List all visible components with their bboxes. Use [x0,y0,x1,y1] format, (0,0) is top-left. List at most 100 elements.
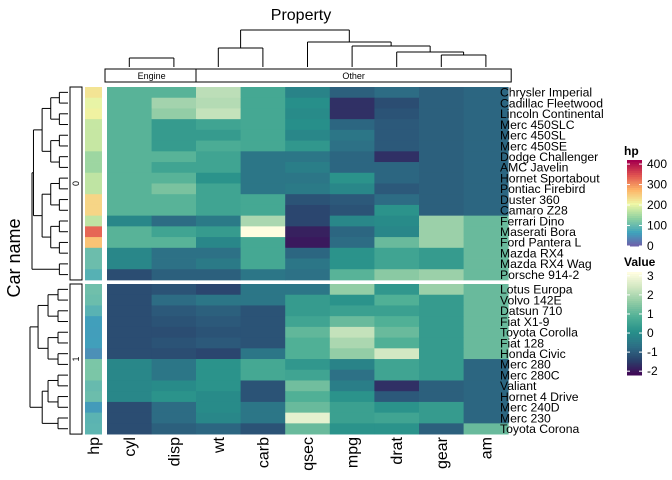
heatmap-cell [285,326,331,338]
heatmap-cell [374,326,420,338]
legend-gradient-step [627,205,642,208]
heatmap-cell [107,359,152,371]
heatmap-cell [151,423,197,435]
heatmap-cell [329,284,375,296]
heatmap-cell [329,215,375,227]
row-label: Hornet 4 Drive [500,390,579,404]
heatmap-cell [196,269,241,281]
heatmap-cell [419,380,464,392]
heatmap-cell [374,247,420,259]
hp-cell [85,326,102,338]
row-label: AMC Javelin [500,161,568,175]
heatmap-cell [240,359,286,371]
column-label: carb [255,437,272,468]
heatmap-cell [151,237,197,249]
heatmap-cell [151,401,197,414]
heatmap-cell [107,215,152,227]
heatmap-cell [463,237,509,249]
heatmap-cell [419,359,464,371]
legend-tick-label: 200 [647,198,667,212]
heatmap-cell [329,87,375,99]
legend-gradient-step [627,364,642,368]
heatmap-cell [285,97,331,109]
legend-gradient-step [627,218,642,221]
hp-cell [85,294,102,306]
legend-gradient-step [627,228,642,232]
heatmap-cell [419,269,464,281]
heatmap-cell [463,87,509,99]
heatmap-cell [419,337,464,349]
heatmap-cell [240,337,286,349]
heatmap-cell [196,151,241,163]
row-label: Cadillac Fleetwood [500,96,603,110]
legend-gradient-step [627,319,642,322]
heatmap-cell [419,237,464,249]
legend-gradient-step [627,224,642,228]
heatmap-cell [419,172,464,184]
heatmap-cell [196,97,241,109]
column-group-box [195,68,512,83]
row-label: Dodge Challenger [500,150,598,164]
heatmap-cell [196,162,241,174]
heatmap-cell [374,151,420,163]
heatmap-cell [107,183,152,195]
legend-gradient-step [627,292,642,296]
heatmap-cell [107,369,152,381]
legend-tick-label: -1 [647,345,658,359]
heatmap-cell [463,172,509,184]
legend-gradient-step [627,321,642,324]
legend-gradient-step [627,294,642,298]
heatmap-cell [374,294,420,306]
heatmap-cell [107,204,152,217]
heatmap-cell [285,348,331,360]
row-label: Chrysler Imperial [500,86,592,100]
column-label: wt [211,436,228,454]
legend-gradient-step [627,325,642,329]
heatmap-cell [285,247,331,259]
heatmap-cell [107,284,152,296]
row-label: Ford Pantera L [500,236,582,250]
heatmap-cell [419,129,464,141]
hp-cell [85,204,102,217]
heatmap-cell [285,284,331,296]
heatmap-cell [240,172,286,184]
heatmap-cell [151,151,197,163]
heatmap-cell [240,129,286,141]
heatmap-cell [151,391,197,403]
heatmap-cell [329,391,375,403]
heatmap-cell [463,247,509,259]
heatmap-cell [151,348,197,360]
legend-gradient-step [627,335,642,339]
heatmap-cell [285,237,331,249]
heatmap-cell [419,140,464,152]
legend-gradient-step [627,172,642,176]
heatmap-cell [196,337,241,349]
heatmap-cell [374,194,420,206]
heatmap-cell [374,108,420,120]
row-group-box [69,283,83,435]
legend-gradient-step [627,278,642,281]
heatmap-cell [463,380,509,392]
legend-gradient-step [627,274,642,277]
y-axis-label: Car name [4,218,24,297]
legend-gradient-step [627,317,642,320]
legend-gradient-step [627,207,642,210]
heatmap-cell [419,151,464,163]
heatmap-cell [463,294,509,306]
heatmap-cell [240,380,286,392]
heatmap-cell [374,423,420,435]
hp-cell [85,423,102,435]
heatmap-cell [151,294,197,306]
heatmap-cell [374,269,420,281]
heatmap-cell [285,359,331,371]
heatmap-cell [151,108,197,120]
heatmap-cell [419,305,464,317]
column-group-labels: Engine Other [104,68,512,83]
legend-gradient-step [627,187,642,191]
heatmap-cell [419,258,464,270]
heatmap-cell [285,129,331,141]
heatmap-cell [463,151,509,163]
heatmap-cell [196,294,241,306]
heatmap-cell [107,97,152,109]
